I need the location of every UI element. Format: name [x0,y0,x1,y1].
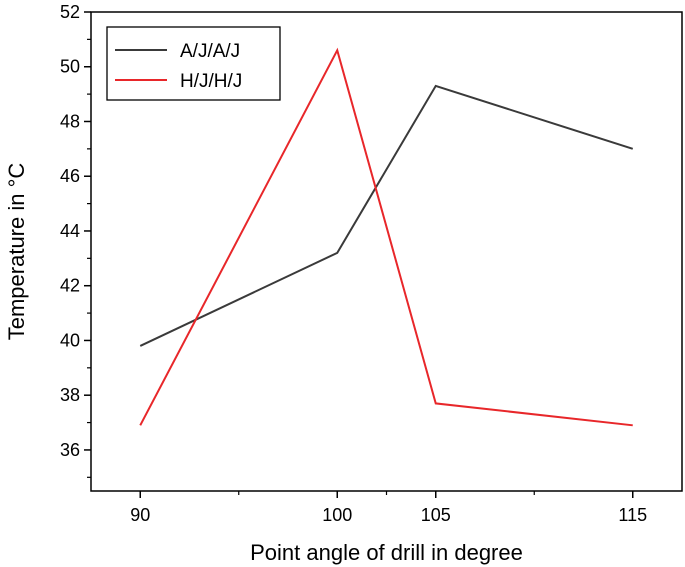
legend: A/J/A/J H/J/H/J [106,26,281,101]
x-tick-label: 100 [322,505,352,525]
y-axis-title: Temperature in °C [4,163,29,341]
y-tick-label: 48 [60,111,80,131]
legend-label-1: A/J/A/J [180,41,240,62]
series-line-1 [139,84,634,347]
x-axis-title: Point angle of drill in degree [250,540,523,565]
series-line-2 [139,47,633,427]
y-tick-label: 38 [60,385,80,405]
legend-box [106,26,281,101]
y-tick-label: 44 [60,221,80,241]
legend-label-2: H/J/H/J [180,71,242,92]
x-tick-label: 105 [421,505,451,525]
axes: 36 38 40 42 44 46 48 50 52 90 100 105 115 [60,2,683,525]
x-tick-label: 90 [130,505,150,525]
y-tick-label: 46 [60,166,80,186]
y-tick-label: 50 [60,57,80,77]
y-tick-label: 42 [60,276,80,296]
y-tick-label: 52 [60,2,80,22]
x-tick-label: 115 [618,505,647,525]
y-tick-label: 36 [60,440,80,460]
y-tick-label: 40 [60,330,80,350]
series-lines [139,47,634,427]
